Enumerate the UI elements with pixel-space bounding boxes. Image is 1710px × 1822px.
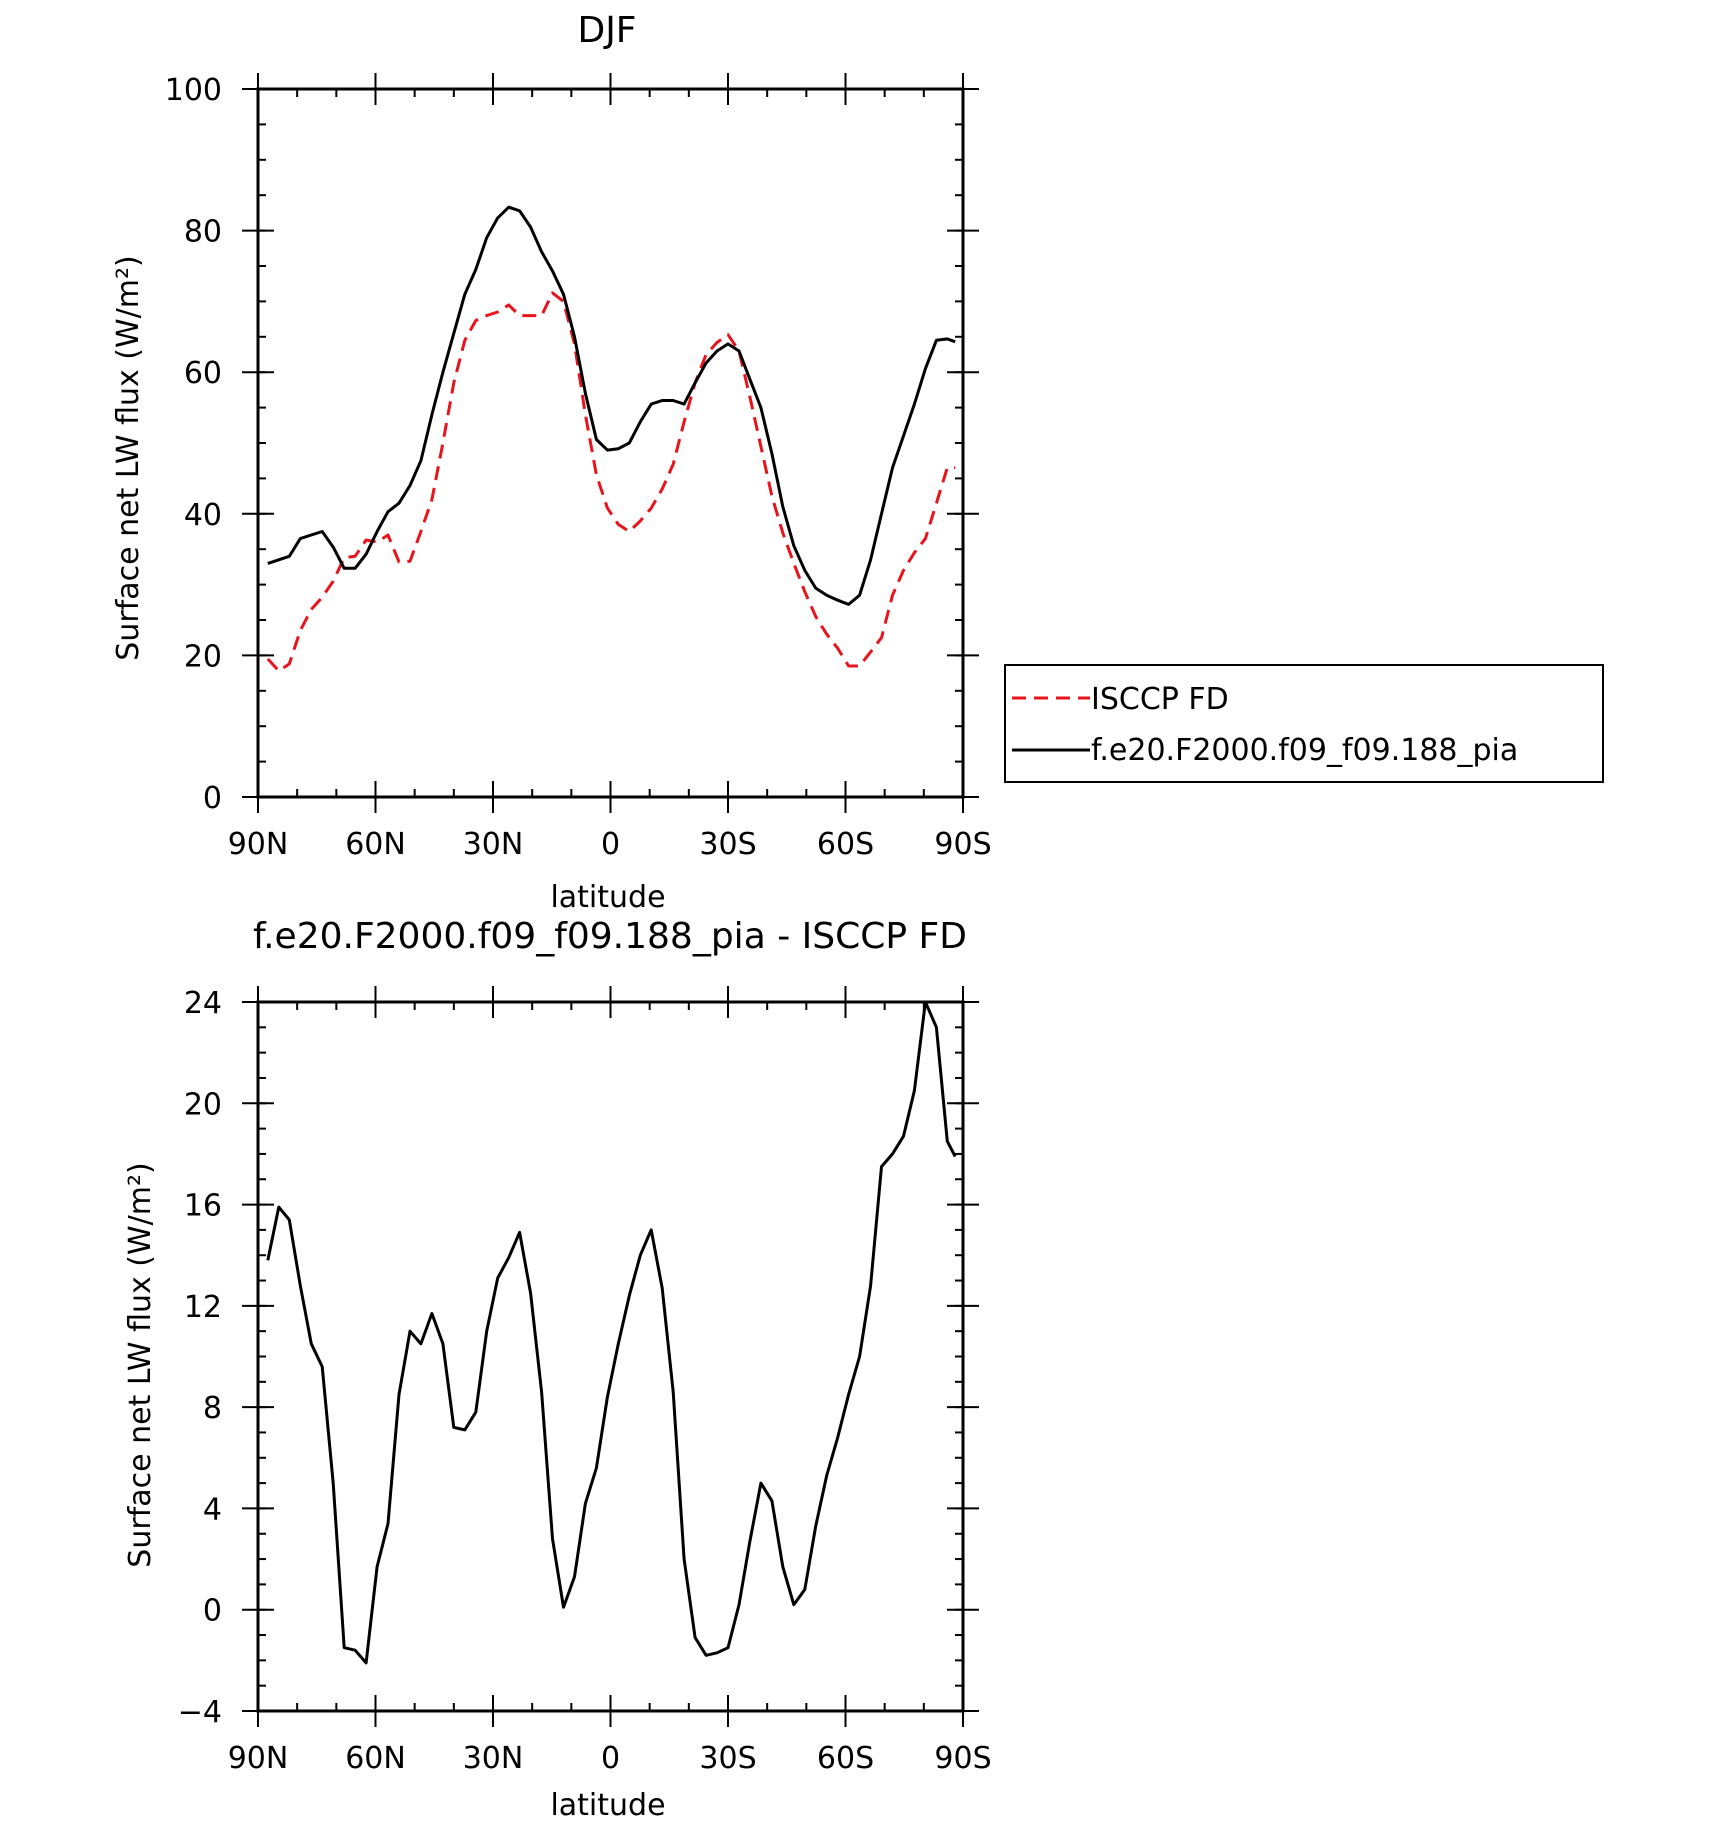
plot-frame [256,87,965,799]
plot-area: 90N 60N 30N 0 30S 60S 90S −4 0 4 8 12 16 20 24 [178,986,992,1776]
plot-frame [256,1000,965,1713]
y-tick-label: 0 [203,1594,222,1629]
x-tick-label: 30S [699,1741,756,1776]
x-tick-label: 30S [699,827,756,862]
plot-area: 90N 60N 30N 0 30S 60S 90S 0 20 40 60 80 100 [165,73,992,862]
x-axis-label: latitude [550,880,665,915]
x-tick-label: 90S [934,1741,991,1776]
x-axis-label: latitude [550,1788,665,1822]
y-axis-label: Surface net LW flux (W/m²) [111,255,146,660]
x-tick-label: 60N [345,1741,406,1776]
x-tick-label: 60N [345,827,406,862]
legend: ISCCP FD f.e20.F2000.f09_f09.188_pia [1004,664,1604,783]
x-tick-label: 30N [463,827,524,862]
x-tick-label: 30N [463,1741,524,1776]
bottom-panel: f.e20.F2000.f09_f09.188_pia - ISCCP FD 9… [123,916,992,1822]
legend-label-model: f.e20.F2000.f09_f09.188_pia [1091,733,1518,768]
x-tick-label: 90N [228,1741,289,1776]
y-tick-label: −4 [178,1695,222,1730]
y-tick-label: 24 [184,986,222,1021]
y-tick-label: 12 [184,1290,222,1325]
y-tick-label: 40 [184,498,222,533]
y-tick-label: 20 [184,1087,222,1122]
y-tick-label: 100 [165,73,222,108]
x-tick-label: 90N [228,827,289,862]
y-tick-label: 20 [184,639,222,674]
x-tick-label: 90S [934,827,991,862]
top-panel: DJF 90N 60N 30N 0 30S 60S 90S 0 20 40 60 80 100 lati… [111,10,1604,915]
y-tick-label: 8 [203,1391,222,1426]
chart-title: DJF [577,10,636,51]
y-tick-label: 80 [184,215,222,250]
x-tick-label: 0 [601,827,620,862]
chart-title: f.e20.F2000.f09_f09.188_pia - ISCCP FD [253,916,967,957]
legend-label-isccp: ISCCP FD [1091,682,1229,717]
x-tick-label: 60S [817,827,874,862]
series-line-1 [267,205,956,606]
y-tick-label: 0 [203,781,222,816]
x-tick-label: 0 [601,1741,620,1776]
y-tick-label: 60 [184,356,222,391]
legend-box [1004,664,1604,783]
y-axis-label: Surface net LW flux (W/m²) [123,1162,158,1567]
series-line-0 [266,1000,957,1665]
x-tick-label: 60S [817,1741,874,1776]
y-tick-label: 4 [203,1492,222,1527]
y-tick-label: 16 [184,1189,222,1224]
series-line-0 [266,291,956,673]
